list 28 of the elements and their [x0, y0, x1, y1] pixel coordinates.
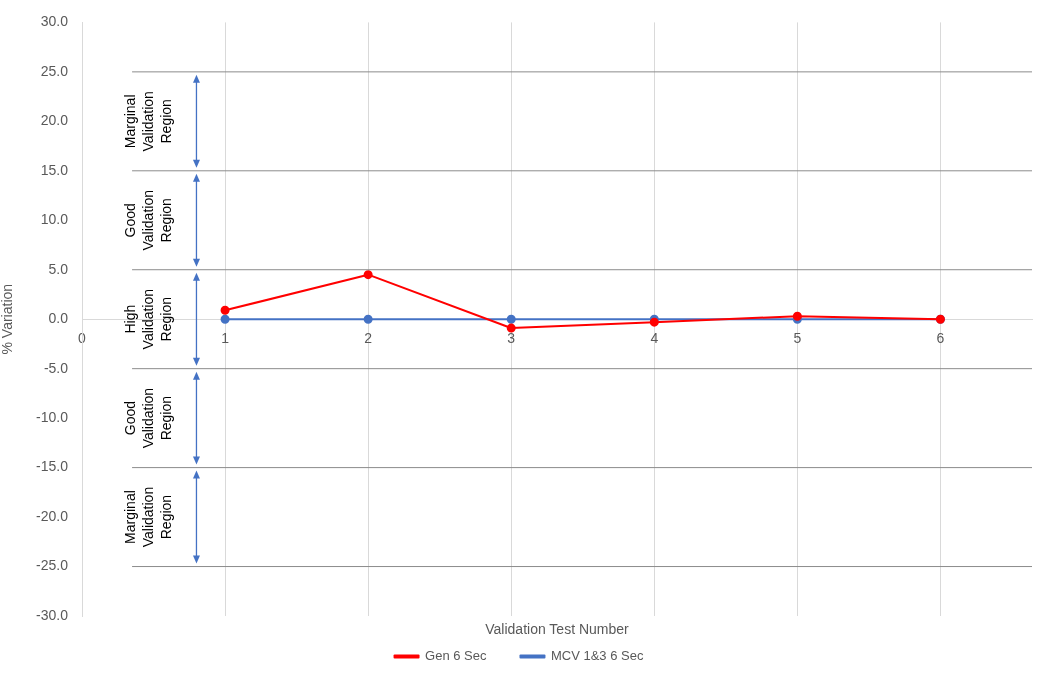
y-tick-label: 0.0 — [48, 310, 69, 327]
x-tick-label: 2 — [364, 330, 373, 347]
legend-label: Gen 6 Sec — [425, 648, 487, 664]
annotation: Good Validation Region — [122, 387, 175, 449]
y-tick-label: 25.0 — [40, 62, 69, 79]
annotation: Marginal Validation Region — [122, 486, 175, 548]
y-tick-label: -20.0 — [36, 507, 69, 524]
y-tick-label: 10.0 — [40, 211, 69, 228]
y-tick-label: 5.0 — [48, 260, 69, 277]
x-tick-label: 4 — [650, 330, 659, 347]
x-axis-title: Validation Test Number — [485, 620, 630, 637]
legend-label: MCV 1&3 6 Sec — [550, 648, 644, 664]
y-tick-label: -10.0 — [36, 408, 69, 425]
y-tick-label: -5.0 — [43, 359, 69, 376]
x-tick-label: 3 — [507, 330, 516, 347]
annotation: High Validation Region — [122, 288, 175, 350]
y-tick-label: 15.0 — [40, 161, 69, 178]
x-tick-label: 5 — [793, 330, 802, 347]
y-tick-label: 20.0 — [40, 112, 69, 129]
y-tick-label: -30.0 — [36, 606, 69, 623]
y-axis-title: % Variation — [0, 283, 16, 355]
y-tick-label: -15.0 — [36, 458, 69, 475]
y-tick-label: -25.0 — [36, 557, 69, 574]
x-tick-label: 6 — [936, 330, 945, 347]
y-tick-label: 30.0 — [40, 13, 69, 30]
annotation: Good Validation Region — [122, 190, 175, 251]
x-tick-label: 1 — [221, 330, 230, 347]
annotation: Marginal Validation Region — [122, 91, 175, 152]
